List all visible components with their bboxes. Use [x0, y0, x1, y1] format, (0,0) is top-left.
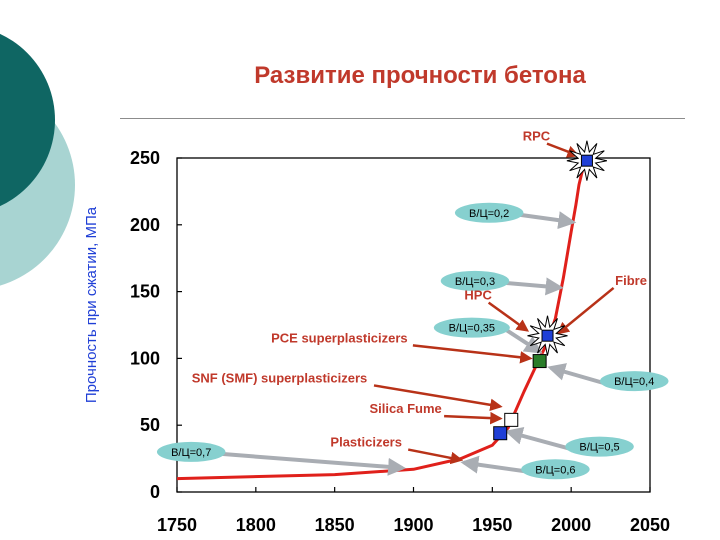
x-tick-label: 1800	[236, 515, 276, 535]
technology-label: HPC	[464, 288, 492, 303]
strength-curve	[176, 160, 589, 481]
technology-label: Fibre	[615, 273, 647, 288]
red-arrow	[373, 384, 503, 412]
y-tick-label: 100	[130, 348, 160, 368]
dark-teal-circle	[0, 33, 55, 207]
x-tick-label: 2050	[630, 515, 670, 535]
gray-arrow	[547, 363, 605, 386]
gray-arrow	[221, 451, 407, 476]
wc-ratio-label: В/Ц=0,2	[469, 208, 509, 220]
wc-ratio-bubble	[440, 270, 510, 291]
wc-ratio-bubble	[433, 317, 510, 338]
y-tick-label: 150	[130, 282, 160, 302]
gray-arrow	[504, 327, 543, 354]
slide-title: Развитие прочности бетона	[254, 62, 586, 89]
wc-ratio-label: В/Ц=0,6	[535, 464, 575, 476]
y-tick-label: 50	[140, 415, 160, 435]
wc-ratio-bubble	[454, 202, 524, 223]
red-arrow	[556, 286, 615, 335]
x-tick-label: 1950	[472, 515, 512, 535]
technology-label: Plasticizers	[330, 435, 402, 450]
wc-ratio-bubble	[565, 436, 634, 457]
x-tick-label: 1850	[315, 515, 355, 535]
y-tick-label: 200	[130, 215, 160, 235]
x-tick-label: 1750	[157, 515, 197, 535]
technology-label: PCE superplasticizers	[271, 330, 408, 345]
data-point-marker-green	[532, 354, 547, 369]
y-axis-label: Прочность при сжатии, МПа	[83, 206, 100, 403]
x-tick-label: 1900	[393, 515, 433, 535]
wc-ratio-bubble	[521, 459, 590, 480]
technology-label: Silica Fume	[369, 401, 441, 416]
wc-ratio-label: В/Ц=0,4	[614, 376, 654, 388]
title-divider	[120, 118, 685, 119]
technology-label: SNF (SMF) superplasticizers	[192, 370, 368, 385]
gray-arrow	[519, 211, 577, 230]
wc-ratio-bubble	[156, 441, 226, 462]
data-point-marker-blue	[580, 154, 593, 167]
red-arrow	[407, 448, 464, 465]
data-point-marker-blue	[541, 329, 554, 342]
wc-ratio-label: В/Ц=0,35	[449, 323, 495, 335]
red-arrow	[412, 344, 533, 364]
gray-arrow	[460, 455, 526, 474]
data-point-marker-blue	[493, 426, 508, 441]
wc-ratio-bubble	[599, 371, 669, 392]
wc-ratio-label: В/Ц=0,5	[579, 442, 619, 454]
red-arrow	[444, 411, 503, 425]
y-tick-label: 0	[150, 482, 160, 502]
data-point-marker-white	[504, 412, 519, 427]
wc-ratio-label: В/Ц=0,7	[171, 447, 211, 459]
x-tick-label: 2000	[551, 515, 591, 535]
red-arrow	[487, 301, 530, 332]
gray-arrow	[505, 277, 564, 296]
technology-label: RPC	[523, 129, 551, 144]
gray-arrow	[504, 426, 570, 451]
wc-ratio-label: В/Ц=0,3	[455, 276, 495, 288]
y-tick-label: 250	[130, 148, 160, 168]
